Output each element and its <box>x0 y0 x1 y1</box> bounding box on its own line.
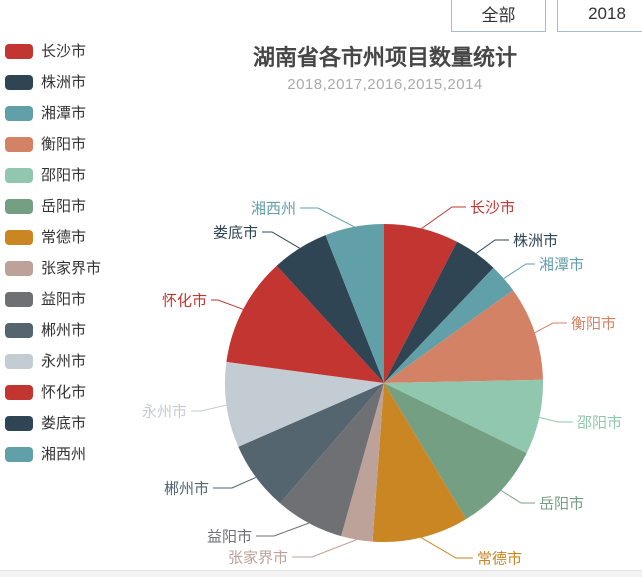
pie-label-郴州市: 郴州市 <box>164 480 209 497</box>
pie-label-邵阳市: 邵阳市 <box>577 414 622 431</box>
pie-label-line <box>534 322 567 334</box>
pie-label-line <box>211 299 244 310</box>
pie-label-line <box>421 206 466 229</box>
pie-label-line <box>420 537 473 559</box>
pie-slice-湘西州[interactable] <box>325 223 385 383</box>
legend-marker <box>5 323 33 338</box>
legend-label: 郴州市 <box>41 322 87 339</box>
legend-item-衡阳市[interactable]: 衡阳市 <box>5 137 101 152</box>
pie-label-永州市: 永州市 <box>142 403 187 420</box>
legend-item-娄底市[interactable]: 娄底市 <box>5 416 101 431</box>
pie-slice-娄底市[interactable] <box>276 235 384 383</box>
pie-label-怀化市: 怀化市 <box>162 292 207 309</box>
filter-year-button[interactable]: 2018 <box>557 0 642 32</box>
pie-slice-邵阳市[interactable] <box>384 379 544 454</box>
legend-label: 邵阳市 <box>41 167 87 184</box>
legend-marker <box>5 416 33 431</box>
pie-label-line <box>500 490 535 504</box>
pie-legend: 长沙市株洲市湘潭市衡阳市邵阳市岳阳市常德市张家界市益阳市郴州市永州市怀化市娄底市… <box>5 44 101 462</box>
pie-slice-衡阳市[interactable] <box>384 290 543 383</box>
pie-label-衡阳市: 衡阳市 <box>571 315 616 332</box>
pie-slice-常德市[interactable] <box>372 383 467 543</box>
pie-slice-怀化市[interactable] <box>226 265 384 383</box>
legend-marker <box>5 292 33 307</box>
pie-slice-永州市[interactable] <box>224 361 384 447</box>
legend-label: 怀化市 <box>41 384 87 401</box>
pie-label-line <box>503 263 535 279</box>
legend-label: 常德市 <box>41 229 87 246</box>
legend-marker <box>5 44 33 59</box>
pie-slice-株洲市[interactable] <box>384 241 494 383</box>
pie-label-岳阳市: 岳阳市 <box>539 495 584 512</box>
legend-label: 株洲市 <box>41 74 87 91</box>
filter-all-button[interactable]: 全部 <box>451 0 546 32</box>
pie-slice-湘潭市[interactable] <box>384 267 514 383</box>
legend-marker <box>5 199 33 214</box>
pie-slice-张家界市[interactable] <box>341 383 384 542</box>
pie-label-line <box>300 207 355 228</box>
pie-label-常德市: 常德市 <box>477 549 522 567</box>
legend-marker <box>5 354 33 369</box>
legend-label: 益阳市 <box>41 291 87 308</box>
legend-marker <box>5 230 33 245</box>
legend-label: 长沙市 <box>41 43 87 60</box>
pie-label-益阳市: 益阳市 <box>207 528 252 545</box>
legend-label: 湘潭市 <box>41 105 87 122</box>
pie-label-line <box>292 539 357 558</box>
pie-label-line <box>256 522 309 537</box>
legend-item-株洲市[interactable]: 株洲市 <box>5 75 101 90</box>
legend-item-益阳市[interactable]: 益阳市 <box>5 292 101 307</box>
legend-label: 衡阳市 <box>41 136 87 153</box>
legend-item-长沙市[interactable]: 长沙市 <box>5 44 101 59</box>
pie-label-line <box>262 231 300 249</box>
pie-label-line <box>213 476 257 489</box>
legend-item-湘潭市[interactable]: 湘潭市 <box>5 106 101 121</box>
legend-item-湘西州[interactable]: 湘西州 <box>5 447 101 462</box>
legend-marker <box>5 447 33 462</box>
pie-label-湘西州: 湘西州 <box>251 200 296 217</box>
pie-slice-长沙市[interactable] <box>384 224 457 383</box>
pie-label-湘潭市: 湘潭市 <box>539 256 584 273</box>
legend-marker <box>5 137 33 152</box>
chart-title: 湖南省各市州项目数量统计 <box>252 45 517 70</box>
legend-label: 永州市 <box>41 353 87 370</box>
legend-label: 湘西州 <box>41 446 87 463</box>
pie-label-line <box>539 416 573 423</box>
legend-item-张家界市[interactable]: 张家界市 <box>5 261 101 276</box>
pie-slice-益阳市[interactable] <box>280 383 384 537</box>
pie-label-line <box>191 404 227 412</box>
legend-marker <box>5 106 33 121</box>
legend-label: 岳阳市 <box>41 198 87 215</box>
legend-item-永州市[interactable]: 永州市 <box>5 354 101 369</box>
chart-subtitle: 2018,2017,2016,2015,2014 <box>287 76 483 93</box>
pie-label-娄底市: 娄底市 <box>213 224 258 241</box>
legend-marker <box>5 75 33 90</box>
pie-slice-岳阳市[interactable] <box>384 383 527 520</box>
legend-marker <box>5 261 33 276</box>
legend-marker <box>5 385 33 400</box>
legend-item-郴州市[interactable]: 郴州市 <box>5 323 101 338</box>
legend-label: 张家界市 <box>41 260 102 277</box>
legend-marker <box>5 168 33 183</box>
legend-label: 娄底市 <box>41 415 87 432</box>
pie-slice-郴州市[interactable] <box>238 383 384 504</box>
pie-label-line <box>475 239 509 254</box>
legend-item-常德市[interactable]: 常德市 <box>5 230 101 245</box>
legend-item-怀化市[interactable]: 怀化市 <box>5 385 101 400</box>
pie-label-张家界市: 张家界市 <box>228 549 288 566</box>
bottom-section-divider <box>0 570 642 577</box>
pie-label-长沙市: 长沙市 <box>470 199 515 216</box>
pie-label-株洲市: 株洲市 <box>513 232 558 249</box>
legend-item-岳阳市[interactable]: 岳阳市 <box>5 199 101 214</box>
legend-item-邵阳市[interactable]: 邵阳市 <box>5 168 101 183</box>
